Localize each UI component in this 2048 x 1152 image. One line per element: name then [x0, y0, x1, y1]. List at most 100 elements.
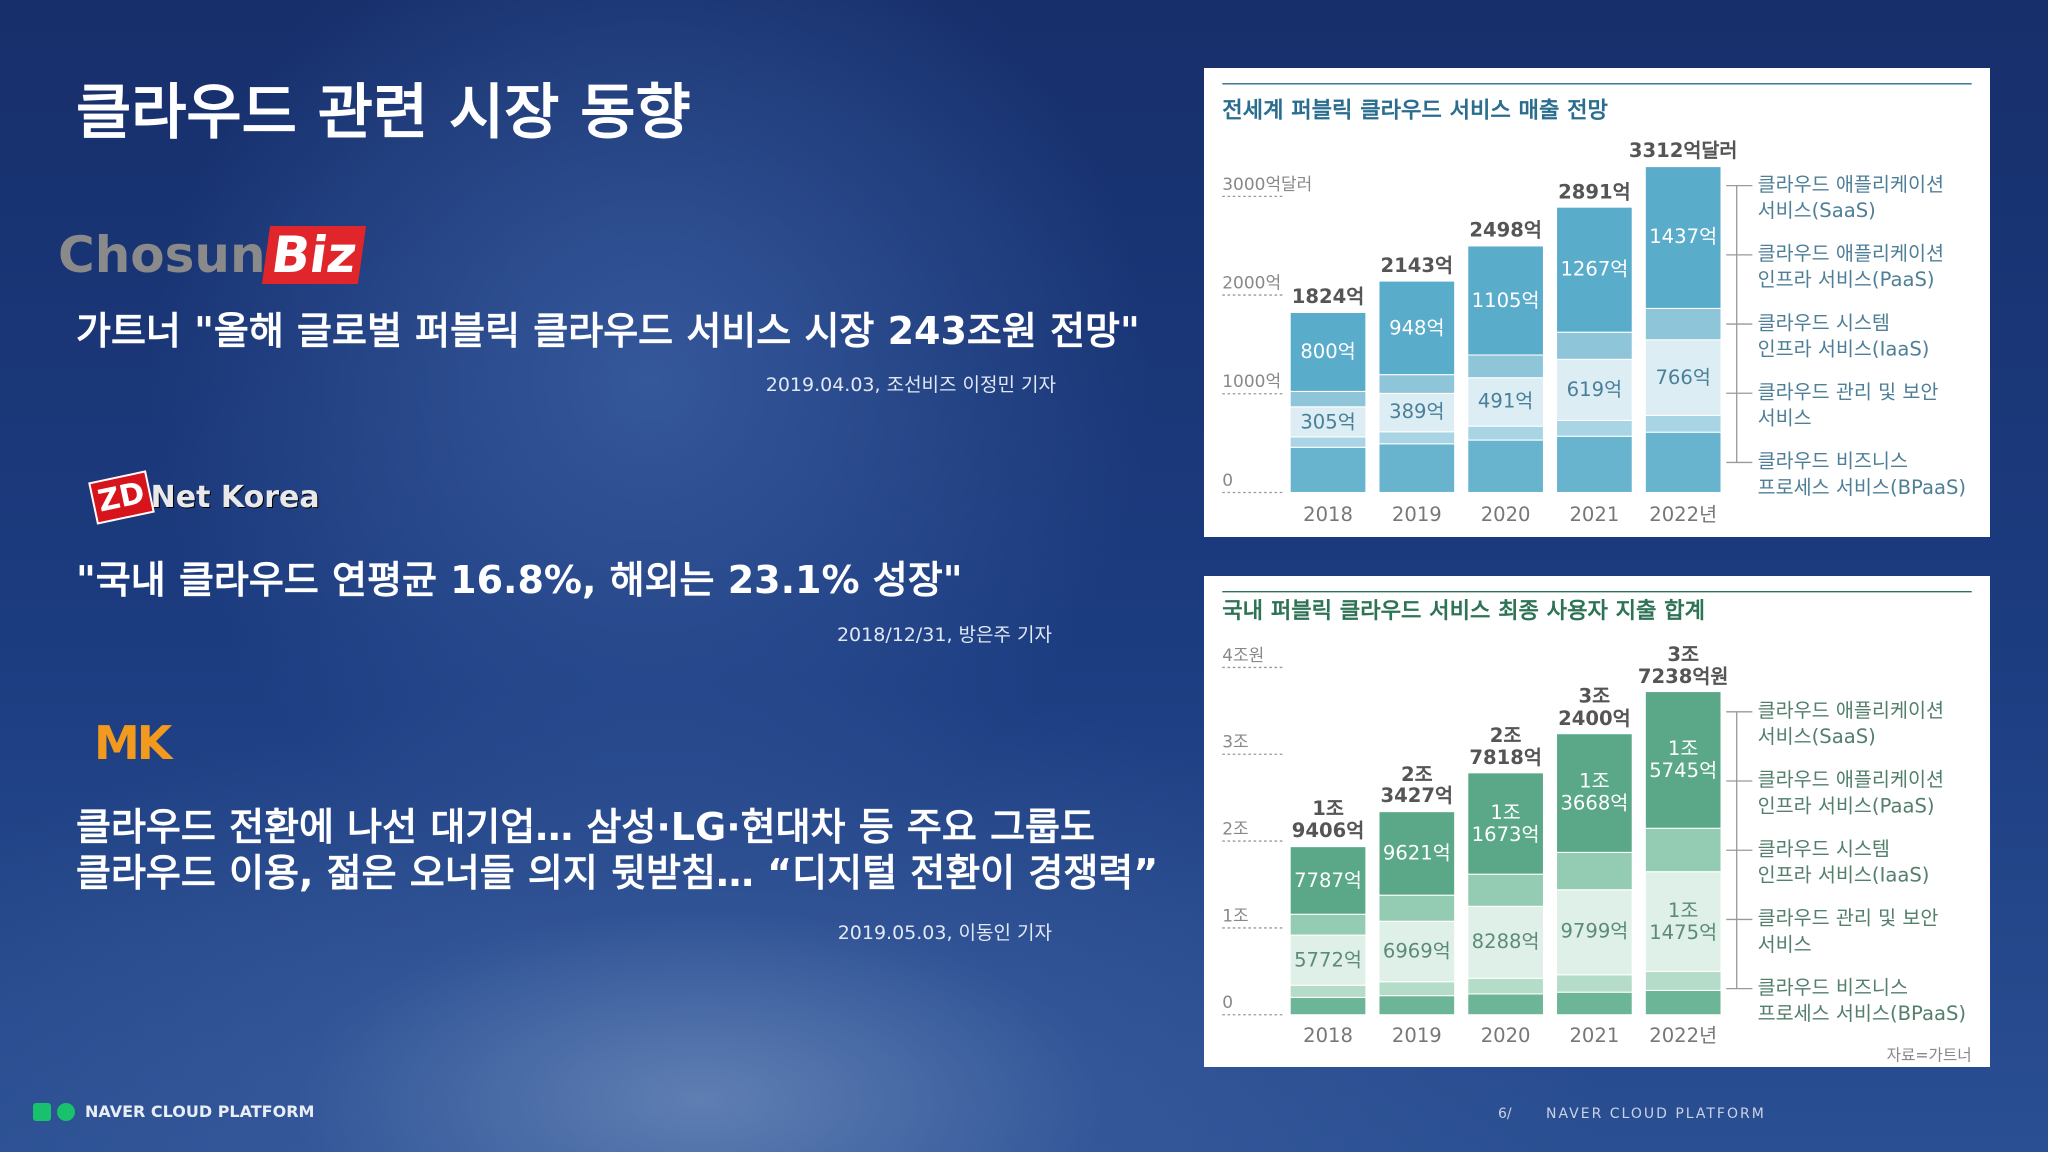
value-label-box: 1조 5745억 — [1649, 736, 1718, 783]
y-tick-label: 0 — [1222, 471, 1233, 491]
total-label: 3조 2400억 — [1558, 684, 1631, 730]
byline: 2019.04.03, 조선비즈 이정민 기자 — [765, 374, 1056, 396]
value-label: 1267억 — [1560, 257, 1629, 281]
y-tick-label: 4조원 — [1222, 646, 1264, 666]
total-label: 2조 3427억 — [1380, 762, 1454, 808]
value-label-box: 948억 — [1389, 315, 1445, 340]
value-label-box: 619억 — [1567, 378, 1622, 400]
bar-segment — [1556, 331, 1633, 360]
legend-entry-box: 클라우드 애플리케이션 서비스(SaaS) — [1757, 172, 1945, 222]
legend-entry: 클라우드 애플리케이션 서비스(SaaS) — [1757, 172, 1945, 222]
headline: "국내 클라우드 연평균 16.8%, 해외는 23.1% 성장" — [76, 558, 963, 602]
value-label-box: 5772억 — [1294, 947, 1362, 972]
bar-segment — [1467, 993, 1544, 1016]
total-label-box: 2조 7818억 — [1469, 724, 1542, 770]
value-label-box: 800억 — [1300, 340, 1355, 362]
value-label: 766억 — [1655, 365, 1711, 389]
x-tick-label: 2018 — [1303, 503, 1353, 526]
total-label: 2891억 — [1558, 179, 1631, 204]
value-label: 948억 — [1389, 315, 1445, 340]
total-label-box: 3조 7238억원 — [1638, 643, 1729, 687]
total-label-box: 2조 3427억 — [1380, 762, 1454, 808]
bar-segment — [1378, 443, 1456, 493]
bar-segment — [1556, 419, 1633, 437]
bar-segment — [1378, 981, 1456, 997]
value-label: 5772억 — [1294, 947, 1362, 972]
value-label: 1조 1475억 — [1649, 898, 1718, 944]
bar-segment — [1467, 772, 1544, 875]
legend-entry: 클라우드 애플리케이션 인프라 서비스(PaaS) — [1757, 241, 1945, 291]
value-label-box: 1조 1475억 — [1649, 898, 1718, 944]
value-label: 491억 — [1477, 389, 1534, 414]
bar-segment — [1378, 280, 1456, 376]
y-tick-label: 1000억 — [1222, 372, 1281, 392]
y-tick-label: 2조 — [1222, 820, 1248, 840]
bar-segment — [1556, 358, 1633, 421]
total-label: 2143억 — [1380, 253, 1454, 278]
logo-shape — [33, 1103, 51, 1121]
bar-segment — [1378, 920, 1456, 983]
bar-segment — [1289, 390, 1367, 408]
bar-segment — [1644, 307, 1722, 341]
value-label: 1조 5745억 — [1649, 736, 1718, 783]
byline: 2019.05.03, 이동인 기자 — [837, 922, 1052, 944]
legend-entry: 클라우드 비즈니스 프로세스 서비스(BPaaS) — [1757, 975, 1967, 1025]
value-label: 8288억 — [1471, 929, 1540, 954]
legend-entry-box: 클라우드 애플리케이션 인프라 서비스(PaaS) — [1757, 241, 1945, 291]
legend-entry-box: 클라우드 시스템 인프라 서비스(IaaS) — [1758, 837, 1930, 886]
legend-entry-box: 클라우드 시스템 인프라 서비스(IaaS) — [1757, 310, 1930, 360]
y-tick-label: 3조 — [1222, 733, 1248, 753]
value-label-box: 766억 — [1655, 365, 1711, 389]
x-tick-label: 2021 — [1569, 1024, 1619, 1047]
value-label: 7787억 — [1294, 868, 1362, 892]
bar-segment — [1289, 446, 1367, 493]
legend-entry-box: 클라우드 관리 및 보안 서비스 — [1757, 380, 1939, 430]
bar-segment — [1289, 934, 1367, 986]
chart-title: 전세계 퍼블릭 클라우드 서비스 매출 전망 — [1222, 98, 1608, 124]
bar-segment — [1556, 889, 1633, 976]
value-label-box: 1437억 — [1649, 226, 1717, 248]
chart: 전세계 퍼블릭 클라우드 서비스 매출 전망 0 1000억 2000억 3000억달러… — [1222, 83, 1972, 526]
y-tick-label: 2000억 — [1222, 274, 1281, 294]
value-label-box: 6969억 — [1383, 940, 1451, 962]
value-label: 9799억 — [1560, 919, 1629, 944]
bar-segment — [1644, 166, 1722, 309]
page-number: 6/ — [1498, 1106, 1512, 1122]
legend-entry-box: 클라우드 관리 및 보안 서비스 — [1758, 906, 1939, 955]
bar-segment — [1467, 377, 1544, 427]
bar-segment — [1289, 913, 1367, 936]
legend-entry-box: 클라우드 비즈니스 프로세스 서비스(BPaaS) — [1757, 975, 1967, 1025]
total-label: 2498억 — [1469, 218, 1542, 243]
total-label: 1조 9406억 — [1291, 797, 1365, 843]
slide-title: 클라우드 관련 시장 동향 — [76, 78, 691, 148]
bar-segment — [1467, 977, 1544, 995]
total-label-box: 2498억 — [1469, 218, 1542, 243]
legend-entry-box: 클라우드 애플리케이션 인프라 서비스(PaaS) — [1758, 768, 1944, 817]
source-note: 자료=가트너 — [1887, 1045, 1972, 1064]
zdnet-logo: ZDNet Korea — [88, 470, 320, 525]
bar-segment — [1644, 827, 1722, 873]
value-label-box: 9621억 — [1383, 842, 1451, 864]
bar-segment — [1644, 431, 1722, 493]
legend-entry: 클라우드 시스템 인프라 서비스(IaaS) — [1757, 310, 1930, 360]
x-tick-label: 2022년 — [1649, 1024, 1717, 1047]
bar-segment — [1467, 245, 1544, 356]
bar-segment — [1467, 905, 1544, 979]
legend-entry: 클라우드 관리 및 보안 서비스 — [1757, 380, 1939, 430]
bar-segment — [1467, 439, 1544, 493]
value-label: 1조 1673억 — [1471, 800, 1540, 846]
value-label: 389억 — [1389, 400, 1445, 424]
footer-brand: NAVER CLOUD PLATFORM — [85, 1102, 315, 1121]
footer-brand-right: NAVER CLOUD PLATFORM — [1546, 1106, 1766, 1122]
total-label: 2조 7818억 — [1469, 724, 1542, 770]
logo-shape — [57, 1103, 75, 1121]
naver-logo-mark — [33, 1103, 75, 1121]
value-label: 1105억 — [1471, 288, 1540, 312]
total-label: 3312억달러 — [1628, 138, 1738, 162]
bar-segment — [1644, 339, 1722, 416]
bar-segment — [1378, 811, 1456, 896]
value-label-box: 1267억 — [1560, 257, 1629, 281]
chart: 국내 퍼블릭 클라우드 서비스 최종 사용자 지출 합계 0 1조 2조 3조 4조원 20… — [1222, 591, 1972, 1064]
bar-segment — [1289, 406, 1367, 438]
